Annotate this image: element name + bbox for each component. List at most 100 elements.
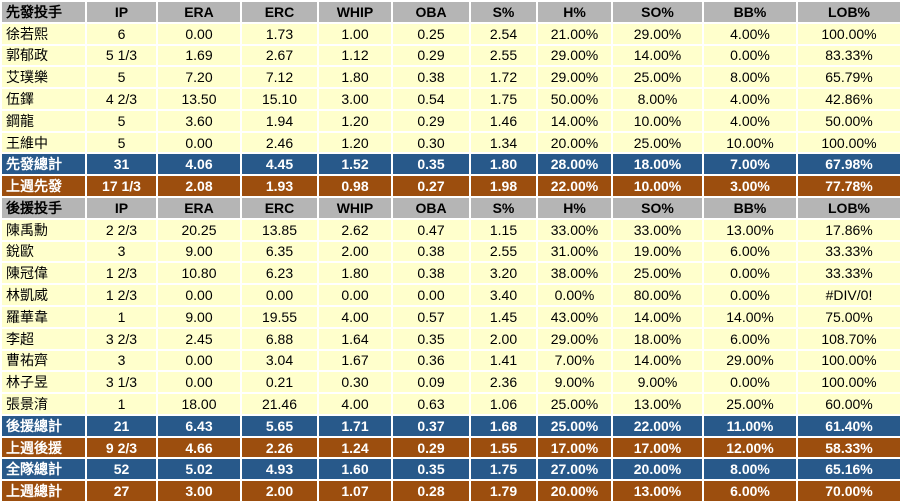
stat-cell[interactable]: 14.00% — [702, 304, 798, 329]
stat-cell[interactable]: 7.00% — [702, 152, 798, 177]
stat-cell[interactable]: 1 — [85, 392, 158, 416]
stat-cell[interactable]: 4.00% — [702, 108, 798, 133]
stat-cell[interactable]: 5 — [85, 130, 158, 155]
stat-cell[interactable]: 6 — [85, 21, 158, 46]
stat-cell[interactable]: 25.00% — [536, 392, 613, 416]
stat-cell[interactable]: 19.00% — [611, 239, 704, 264]
stat-cell[interactable]: 0.21 — [240, 370, 319, 395]
stat-cell[interactable]: 17.86% — [796, 217, 900, 242]
stat-cell[interactable]: 1.80 — [317, 65, 393, 90]
stat-cell[interactable]: 1.69 — [156, 43, 242, 68]
stat-cell[interactable]: 1.94 — [240, 108, 319, 133]
row-label-cell[interactable]: 上週總計 — [0, 479, 87, 503]
section-title-cell[interactable]: 後援投手 — [0, 196, 87, 220]
stat-cell[interactable]: 33.00% — [611, 217, 704, 242]
stat-cell[interactable]: 2 2/3 — [85, 217, 158, 242]
stat-cell[interactable]: 0.00% — [702, 370, 798, 395]
stat-cell[interactable]: 3.40 — [469, 283, 538, 307]
stat-cell[interactable]: 4.00% — [702, 87, 798, 111]
stat-cell[interactable]: 12.00% — [702, 435, 798, 460]
stat-cell[interactable]: 5.02 — [156, 457, 242, 482]
stat-cell[interactable]: 2.00 — [317, 239, 393, 264]
stat-cell[interactable]: 43.00% — [536, 304, 613, 329]
stat-cell[interactable]: 6.00% — [702, 326, 798, 351]
row-label-cell[interactable]: 上週先發 — [0, 174, 87, 199]
stat-cell[interactable]: 100.00% — [796, 348, 900, 373]
stat-cell[interactable]: 0.00 — [156, 283, 242, 307]
stat-cell[interactable]: 1.00 — [317, 21, 393, 46]
stat-cell[interactable]: 6.35 — [240, 239, 319, 264]
stat-cell[interactable]: 2.67 — [240, 43, 319, 68]
column-header-cell[interactable]: ERC — [240, 196, 319, 220]
stat-cell[interactable]: 1.41 — [469, 348, 538, 373]
stat-cell[interactable]: 13.00% — [611, 392, 704, 416]
stat-cell[interactable]: 14.00% — [536, 108, 613, 133]
stat-cell[interactable]: 0.35 — [391, 326, 471, 351]
stat-cell[interactable]: 1 2/3 — [85, 261, 158, 286]
stat-cell[interactable]: 0.36 — [391, 348, 471, 373]
stat-cell[interactable]: 0.57 — [391, 304, 471, 329]
stat-cell[interactable]: 67.98% — [796, 152, 900, 177]
stat-cell[interactable]: 100.00% — [796, 130, 900, 155]
stat-cell[interactable]: 25.00% — [702, 392, 798, 416]
stat-cell[interactable]: 65.16% — [796, 457, 900, 482]
stat-cell[interactable]: 1.79 — [469, 479, 538, 503]
row-label-cell[interactable]: 陳冠偉 — [0, 261, 87, 286]
column-header-cell[interactable]: S% — [469, 196, 538, 220]
column-header-cell[interactable]: ERA — [156, 196, 242, 220]
stat-cell[interactable]: 4.00% — [702, 21, 798, 46]
stat-cell[interactable]: 1.07 — [317, 479, 393, 503]
stat-cell[interactable]: 0.28 — [391, 479, 471, 503]
stat-cell[interactable]: 21 — [85, 413, 158, 438]
stat-cell[interactable]: 1.24 — [317, 435, 393, 460]
stat-cell[interactable]: 7.00% — [536, 348, 613, 373]
stat-cell[interactable]: 21.00% — [536, 21, 613, 46]
stat-cell[interactable]: 1.20 — [317, 130, 393, 155]
stat-cell[interactable]: 1.73 — [240, 21, 319, 46]
stat-cell[interactable]: 52 — [85, 457, 158, 482]
stat-cell[interactable]: 28.00% — [536, 152, 613, 177]
column-header-cell[interactable]: SO% — [611, 196, 704, 220]
stat-cell[interactable]: 15.10 — [240, 87, 319, 111]
stat-cell[interactable]: 0.38 — [391, 239, 471, 264]
stat-cell[interactable]: 0.35 — [391, 457, 471, 482]
stat-cell[interactable]: 22.00% — [611, 413, 704, 438]
stat-cell[interactable]: 1.64 — [317, 326, 393, 351]
stat-cell[interactable]: 0.29 — [391, 435, 471, 460]
stat-cell[interactable]: 29.00% — [611, 21, 704, 46]
stat-cell[interactable]: 25.00% — [611, 130, 704, 155]
stat-cell[interactable]: 1.80 — [317, 261, 393, 286]
stat-cell[interactable]: 2.36 — [469, 370, 538, 395]
column-header-cell[interactable]: IP — [85, 0, 158, 24]
row-label-cell[interactable]: 艾璞樂 — [0, 65, 87, 90]
stat-cell[interactable]: 100.00% — [796, 21, 900, 46]
stat-cell[interactable]: 2.00 — [240, 479, 319, 503]
stat-cell[interactable]: 6.43 — [156, 413, 242, 438]
column-header-cell[interactable]: ERC — [240, 0, 319, 24]
stat-cell[interactable]: 20.00% — [611, 457, 704, 482]
stat-cell[interactable]: 0.00 — [156, 130, 242, 155]
stat-cell[interactable]: 3.00% — [702, 174, 798, 199]
stat-cell[interactable]: 0.00 — [156, 348, 242, 373]
stat-cell[interactable]: 9.00 — [156, 239, 242, 264]
stat-cell[interactable]: 20.00% — [536, 130, 613, 155]
stat-cell[interactable]: 6.00% — [702, 239, 798, 264]
stat-cell[interactable]: 13.50 — [156, 87, 242, 111]
stat-cell[interactable]: 5 1/3 — [85, 43, 158, 68]
stat-cell[interactable]: 38.00% — [536, 261, 613, 286]
stat-cell[interactable]: 80.00% — [611, 283, 704, 307]
stat-cell[interactable]: 1.68 — [469, 413, 538, 438]
stat-cell[interactable]: 9.00 — [156, 304, 242, 329]
stat-cell[interactable]: 25.00% — [611, 261, 704, 286]
stat-cell[interactable]: 50.00% — [796, 108, 900, 133]
stat-cell[interactable]: 27.00% — [536, 457, 613, 482]
stat-cell[interactable]: 4.93 — [240, 457, 319, 482]
stat-cell[interactable]: 22.00% — [536, 174, 613, 199]
row-label-cell[interactable]: 羅華韋 — [0, 304, 87, 329]
stat-cell[interactable]: 4.45 — [240, 152, 319, 177]
stat-cell[interactable]: 3.20 — [469, 261, 538, 286]
stat-cell[interactable]: 3.00 — [156, 479, 242, 503]
stat-cell[interactable]: 0.00 — [240, 283, 319, 307]
stat-cell[interactable]: 10.00% — [611, 174, 704, 199]
stat-cell[interactable]: 9 2/3 — [85, 435, 158, 460]
